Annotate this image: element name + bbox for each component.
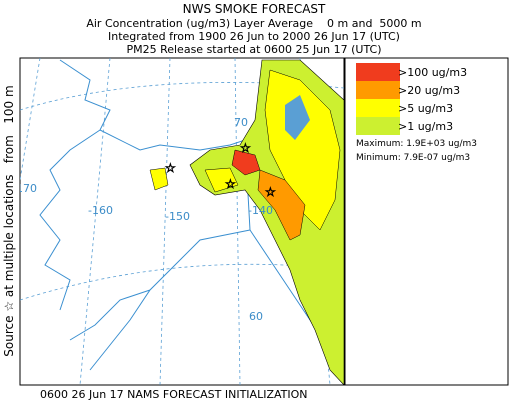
legend-swatch bbox=[356, 99, 400, 117]
legend-label: >100 ug/m3 bbox=[398, 66, 467, 79]
coastline bbox=[39, 59, 344, 371]
map-label: -150 bbox=[165, 210, 190, 223]
svg-text:☆: ☆ bbox=[265, 185, 276, 199]
footer: 0600 26 Jun 17 NAMS FORECAST INITIALIZAT… bbox=[40, 388, 308, 401]
subtitle: Integrated from 1900 26 Jun to 2000 26 J… bbox=[108, 30, 400, 43]
side-label: Source ☆ at multiple locations from 100 … bbox=[2, 85, 16, 356]
smoke-region bbox=[149, 167, 239, 193]
map-label: 70 bbox=[234, 116, 248, 129]
legend-swatch bbox=[356, 63, 400, 81]
map-label: -170 bbox=[12, 182, 37, 195]
map-label: -140 bbox=[248, 204, 273, 217]
legend-swatch bbox=[356, 117, 400, 135]
legend-label: >1 ug/m3 bbox=[398, 120, 453, 133]
subtitle: PM25 Release started at 0600 25 Jun 17 (… bbox=[126, 43, 381, 56]
legend: >100 ug/m3 >20 ug/m3 >5 ug/m3 >1 ug/m3 bbox=[356, 63, 467, 135]
legend-maximum: Maximum: 1.9E+03 ug/m3 bbox=[356, 139, 477, 149]
smoke-region bbox=[231, 149, 261, 176]
svg-text:☆: ☆ bbox=[225, 177, 236, 191]
lake bbox=[285, 95, 310, 140]
svg-text:☆: ☆ bbox=[240, 141, 251, 155]
source-markers: ☆ ☆ ☆ ☆ bbox=[165, 141, 277, 200]
legend-swatch bbox=[356, 81, 400, 99]
map-label: -160 bbox=[88, 204, 113, 217]
smoke-region bbox=[264, 69, 341, 231]
subtitle: Air Concentration (ug/m3) Layer Average … bbox=[86, 17, 421, 30]
svg-text:☆: ☆ bbox=[165, 161, 176, 175]
legend-label: >5 ug/m3 bbox=[398, 102, 453, 115]
title: NWS SMOKE FORECAST bbox=[183, 2, 326, 16]
map-label: 60 bbox=[249, 310, 263, 323]
legend-label: >20 ug/m3 bbox=[398, 84, 460, 97]
legend-minimum: Minimum: 7.9E-07 ug/m3 bbox=[356, 153, 470, 163]
map: ☆ ☆ ☆ ☆ -170 -160 -150 -140 70 60 bbox=[12, 58, 344, 385]
smoke-region bbox=[257, 169, 306, 241]
